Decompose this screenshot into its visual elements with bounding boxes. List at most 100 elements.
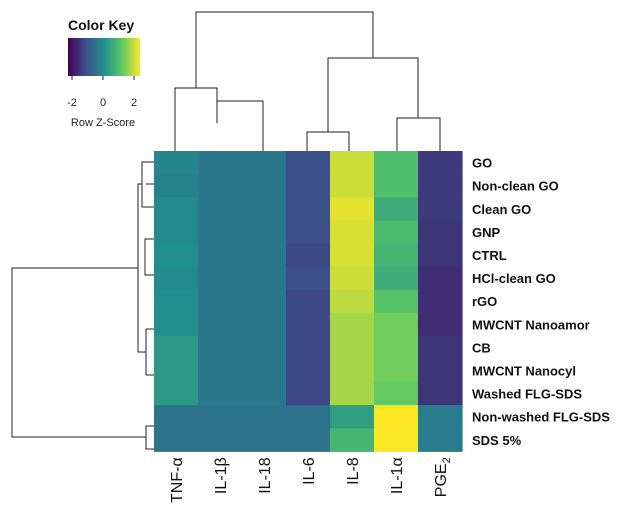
row-label: Non-clean GO [472,179,559,194]
heatmap-cell [242,243,287,268]
heatmap-cell [154,289,199,314]
row-label: Clean GO [472,202,531,217]
column-label: TNF-α [169,457,186,503]
heatmap-cell [286,243,331,268]
row-label: Washed FLG-SDS [472,387,582,402]
column-label: IL-8 [345,457,362,485]
heatmap-cell [374,428,419,452]
heatmap-cell [418,151,463,175]
heatmap-cell [330,289,375,314]
heatmap-cell [198,174,243,198]
heatmap-cell [374,151,419,175]
heatmap-cell [286,312,331,337]
dendrogram-branch [144,238,154,276]
heatmap-cell [198,405,243,429]
heatmap-cell [286,197,331,221]
dendrogram-branch [195,11,374,88]
heatmap-cell [154,266,199,291]
row-label: GO [472,156,492,171]
heatmap-cell [418,220,463,244]
heatmap-cell [242,197,287,221]
heatmap-cell [286,151,331,175]
row-label: CTRL [472,248,507,263]
heatmap-cell [374,382,419,406]
heatmap-cell [418,312,463,337]
color-key-tick: -2 [67,97,77,109]
heatmap-cell [154,382,199,406]
heatmap-cell [286,382,331,406]
row-label: CB [472,340,491,355]
heatmap-cell [198,289,243,314]
heatmap-cell [154,335,199,360]
heatmap-cell [154,220,199,244]
heatmap-cell [242,151,287,175]
row-label: GNP [472,225,501,240]
heatmap-cell [198,151,243,175]
heatmap-cell [198,197,243,221]
heatmap-cell [330,197,375,221]
dendrogram-branch [145,328,154,376]
heatmap-cell [242,312,287,337]
heatmap-cell [286,220,331,244]
heatmap-cell [286,266,331,291]
color-key: Color Key -2 0 2 Row Z-Score [67,17,140,129]
row-label: rGO [472,294,497,309]
heatmap-cell [154,151,199,175]
row-labels: GO Non-clean GO Clean GO GNP CTRL HCl-clean G… [472,156,610,448]
heatmap-cell [154,312,199,337]
row-label: HCl-clean GO [472,271,556,286]
heatmap-cell [374,174,419,198]
heatmap-cell [330,428,375,452]
heatmap-cell [198,220,243,244]
heatmap-cell [154,174,199,198]
heatmap-cell [242,382,287,406]
heatmap-cell [286,174,331,198]
dendrogram-branch [145,425,154,450]
heatmap-cell [286,289,331,314]
heatmap-cell [154,405,199,429]
heatmap-cell [330,335,375,360]
color-key-tick: 2 [131,97,137,109]
heatmap-cells [154,151,463,452]
heatmap-cell [286,428,331,452]
heatmap-cell [198,243,243,268]
row-dendrogram [11,161,154,450]
color-key-tick: 0 [100,97,106,109]
heatmap-cell [330,243,375,268]
color-key-label: Row Z-Score [71,117,135,129]
heatmap-cell [198,335,243,360]
heatmap-cell [330,151,375,175]
row-label: MWCNT Nanoamor [472,317,590,332]
heatmap-cell [198,428,243,452]
column-label: IL-6 [301,457,318,485]
heatmap-cell [330,220,375,244]
heatmap-cell [242,220,287,244]
heatmap-cell [374,405,419,429]
heatmap-cell [374,197,419,221]
color-key-title: Color Key [68,17,134,33]
heatmap-cell [198,358,243,383]
heatmap-cell [418,197,463,221]
dendrogram-branch [216,100,264,151]
heatmap-cell [242,428,287,452]
heatmap-cell [286,358,331,383]
heatmap-cell [242,358,287,383]
heatmap-cell [418,243,463,268]
dendrogram-branch [306,131,350,151]
heatmap-cell [198,266,243,291]
heatmap-cell [330,266,375,291]
dendrogram-branch [174,87,218,151]
heatmap-cell [242,174,287,198]
heatmap-cell [374,312,419,337]
heatmap-cell [330,382,375,406]
heatmap-cell [374,243,419,268]
heatmap-cell [330,312,375,337]
heatmap-cell [374,266,419,291]
row-label: MWCNT Nanocyl [472,363,576,378]
color-key-bar [68,38,140,76]
heatmap-cell [374,289,419,314]
column-dendrogram [174,11,441,151]
heatmap-cell [242,405,287,429]
heatmap-cell [286,335,331,360]
